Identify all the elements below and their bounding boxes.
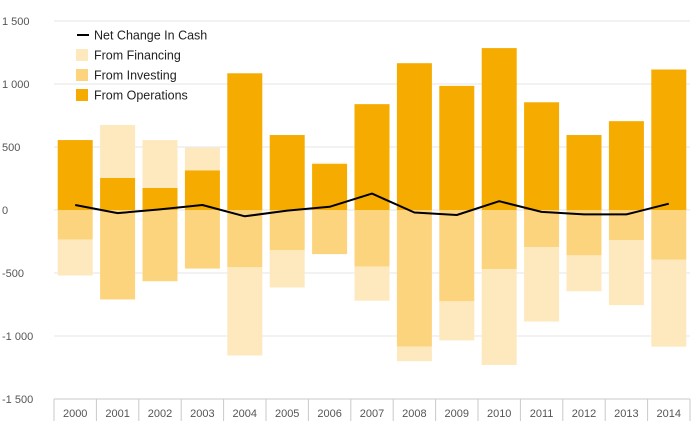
x-tick-label: 2007: [360, 408, 384, 420]
bar-from-financing: [57, 239, 93, 276]
bar-from-financing: [524, 247, 560, 322]
bar-from-investing: [142, 210, 178, 282]
x-tick-label: 2002: [148, 408, 172, 420]
bar-from-financing: [184, 147, 220, 171]
bar-from-financing: [439, 301, 475, 341]
bar-from-financing: [396, 346, 432, 362]
y-tick-label: -1 500: [2, 394, 33, 406]
bar-from-operations: [651, 69, 687, 210]
x-tick-label: 2005: [275, 408, 299, 420]
bar-from-operations: [608, 121, 644, 210]
legend: Net Change In Cash From Financing From Inv…: [76, 29, 207, 103]
bar-from-operations: [354, 104, 390, 210]
bar-from-operations: [481, 48, 517, 211]
y-tick-label: 500: [2, 142, 20, 154]
bar-from-financing: [481, 269, 517, 365]
legend-swatch-from-operations: [76, 89, 88, 101]
bar-from-financing: [227, 267, 263, 356]
bar-from-financing: [142, 140, 178, 188]
x-tick-label: 2011: [530, 408, 554, 420]
bar-from-investing: [312, 210, 348, 255]
y-tick-label: -500: [2, 268, 24, 280]
bar-from-investing: [651, 210, 687, 260]
y-axis: 1 500 1 000 500 0 -500 -1 000 -1 500: [2, 16, 33, 406]
bar-from-operations: [566, 135, 602, 210]
bar-from-investing: [100, 210, 136, 300]
bar-from-operations: [100, 177, 136, 210]
x-tick-label: 2001: [105, 408, 129, 420]
bar-from-financing: [100, 124, 136, 178]
x-tick-label: 2010: [487, 408, 511, 420]
x-tick-label: 2012: [572, 408, 596, 420]
bar-from-investing: [439, 210, 475, 302]
bar-from-financing: [354, 266, 390, 301]
bar-from-financing: [269, 250, 305, 288]
bar-from-financing: [566, 255, 602, 292]
y-tick-label: 1 000: [2, 79, 30, 91]
bar-from-operations: [524, 102, 560, 210]
bar-from-investing: [57, 210, 93, 240]
x-tick-label: 2014: [657, 408, 681, 420]
legend-swatch-from-financing: [76, 49, 88, 61]
x-tick-label: 2003: [190, 408, 214, 420]
bar-from-operations: [57, 140, 93, 210]
bar-from-investing: [566, 210, 602, 256]
bar-from-investing: [269, 210, 305, 251]
bar-from-operations: [184, 170, 220, 210]
y-tick-label: 1 500: [2, 16, 30, 28]
y-tick-label: 0: [2, 205, 8, 217]
x-tick-label: 2008: [402, 408, 426, 420]
bar-from-investing: [227, 210, 263, 268]
legend-swatch-from-investing: [76, 69, 88, 81]
bar-from-financing: [312, 162, 348, 165]
bar-from-investing: [524, 210, 560, 248]
bar-from-operations: [396, 63, 432, 211]
legend-label-from-financing: From Financing: [94, 49, 181, 63]
bar-from-investing: [481, 210, 517, 270]
legend-label-from-investing: From Investing: [94, 69, 177, 83]
legend-label-net-change-in-cash: Net Change In Cash: [94, 29, 207, 43]
bar-from-operations: [142, 187, 178, 210]
x-tick-label: 2009: [445, 408, 469, 420]
x-tick-label: 2000: [63, 408, 87, 420]
net-change-line: [75, 192, 670, 218]
legend-label-from-operations: From Operations: [94, 89, 188, 103]
bar-from-financing: [651, 259, 687, 347]
bar-from-investing: [354, 210, 390, 267]
x-axis: 2000 2001 2002 2003 2004 2005 2006 2007 2008 2009…: [53, 398, 691, 421]
y-tick-label: -1 000: [2, 331, 33, 343]
net-change-line-group: [75, 192, 670, 218]
x-tick-label: 2006: [317, 408, 341, 420]
bar-from-financing: [608, 240, 644, 306]
x-tick-label: 2004: [233, 408, 257, 420]
x-tick-label: 2013: [614, 408, 638, 420]
bar-from-investing: [396, 210, 432, 347]
bar-from-operations: [269, 135, 305, 210]
bar-from-investing: [184, 210, 220, 269]
bar-from-operations: [439, 85, 475, 210]
bar-from-operations: [227, 73, 263, 210]
